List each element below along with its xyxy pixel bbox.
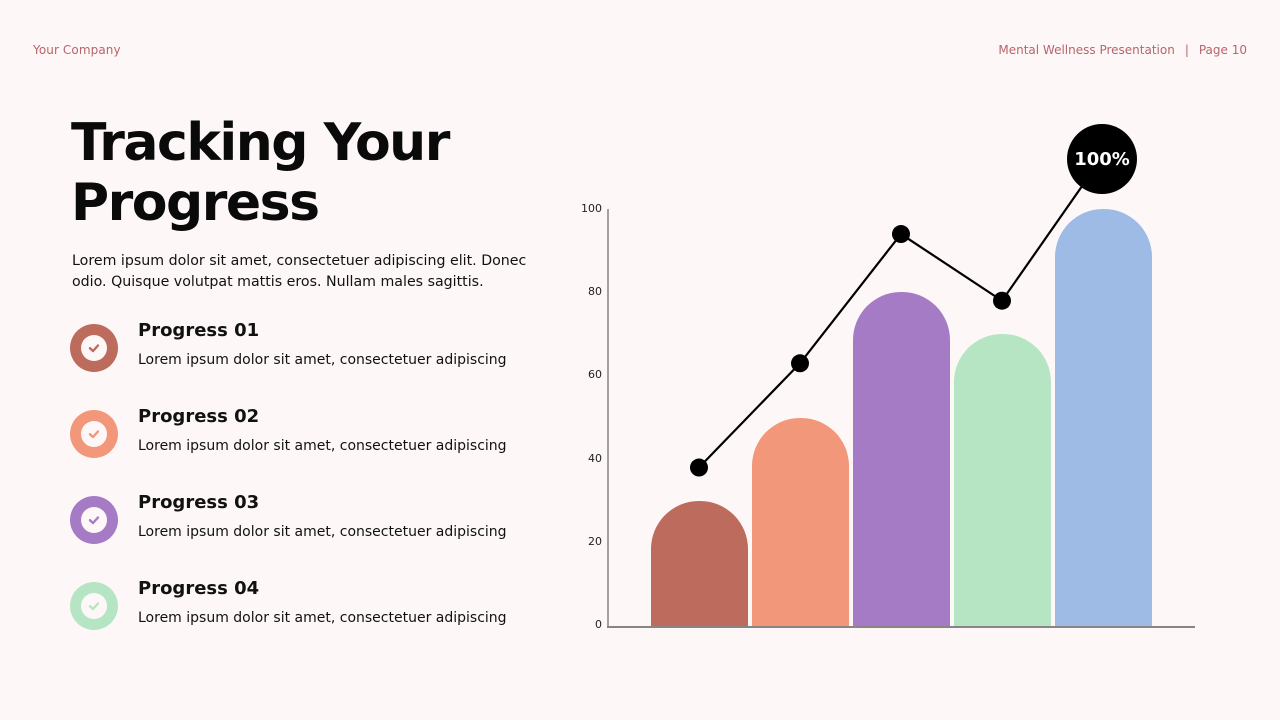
y-tick: 20 <box>588 535 602 548</box>
bar <box>752 417 849 626</box>
bar <box>1055 209 1152 626</box>
progress-text: Lorem ipsum dolor sit amet, consectetuer… <box>138 524 507 540</box>
progress-item: Progress 02 Lorem ipsum dolor sit amet, … <box>70 406 550 466</box>
progress-item: Progress 01 Lorem ipsum dolor sit amet, … <box>70 320 550 380</box>
progress-text: Lorem ipsum dolor sit amet, consectetuer… <box>138 352 507 368</box>
company-name: Your Company <box>33 43 121 57</box>
check-circle-icon <box>70 410 118 458</box>
progress-title: Progress 03 <box>138 492 260 513</box>
peak-badge: 100% <box>1067 124 1137 194</box>
progress-title: Progress 02 <box>138 406 260 427</box>
y-tick: 100 <box>581 202 602 215</box>
progress-item: Progress 03 Lorem ipsum dolor sit amet, … <box>70 492 550 552</box>
y-tick: 80 <box>588 285 602 298</box>
x-axis <box>607 626 1195 628</box>
bar <box>651 500 748 626</box>
progress-title: Progress 04 <box>138 578 260 599</box>
trend-point <box>791 354 809 373</box>
peak-label: 100% <box>1074 148 1130 170</box>
check-circle-icon <box>70 582 118 630</box>
y-tick: 40 <box>588 452 602 465</box>
slide-title-line2: Progress <box>71 173 320 233</box>
header-separator: | <box>1184 43 1189 57</box>
bar <box>853 292 950 626</box>
bar <box>954 334 1051 626</box>
y-tick: 0 <box>595 618 602 631</box>
trend-point <box>892 225 910 244</box>
check-circle-icon <box>70 496 118 544</box>
slide-title-line1: Tracking Your <box>71 113 450 173</box>
presentation-title: Mental Wellness Presentation <box>998 43 1175 57</box>
y-axis <box>607 209 609 626</box>
trend-point <box>993 291 1011 310</box>
progress-text: Lorem ipsum dolor sit amet, consectetuer… <box>138 610 507 626</box>
progress-title: Progress 01 <box>138 320 260 341</box>
progress-text: Lorem ipsum dolor sit amet, consectetuer… <box>138 438 507 454</box>
page-number: Page 10 <box>1198 43 1247 57</box>
slide-description: Lorem ipsum dolor sit amet, consectetuer… <box>72 253 527 290</box>
trend-point <box>690 458 708 477</box>
slide-title: Tracking Your Progress <box>71 113 551 233</box>
check-circle-icon <box>70 324 118 372</box>
header-meta: Mental Wellness Presentation | Page 10 <box>998 43 1247 57</box>
progress-item: Progress 04 Lorem ipsum dolor sit amet, … <box>70 578 550 638</box>
y-tick: 60 <box>588 368 602 381</box>
